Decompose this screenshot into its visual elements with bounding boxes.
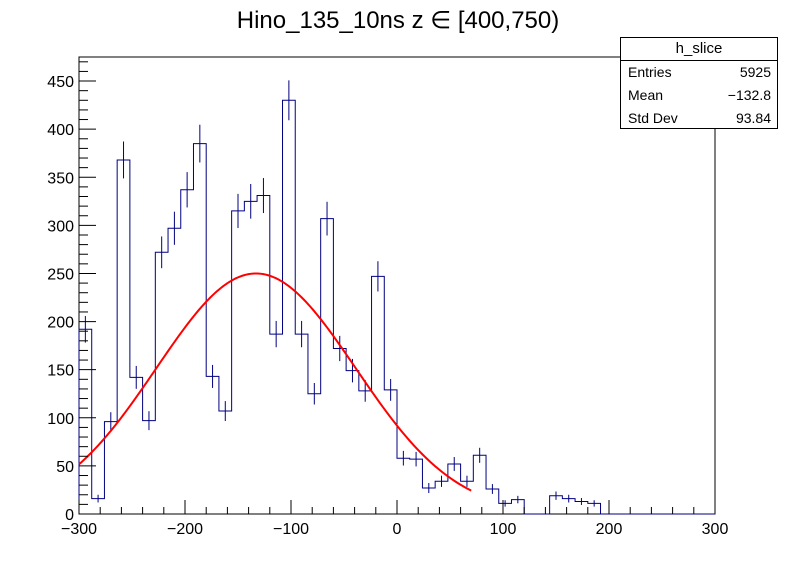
y-tick-label: 300 bbox=[47, 218, 74, 235]
y-tick-label: 0 bbox=[65, 507, 74, 524]
y-tick-label: 450 bbox=[47, 74, 74, 91]
y-tick-label: 50 bbox=[56, 459, 74, 476]
y-tick-label: 400 bbox=[47, 122, 74, 139]
x-tick-label: 300 bbox=[702, 521, 729, 538]
y-tick-label: 250 bbox=[47, 266, 74, 283]
x-tick-label: 100 bbox=[490, 521, 517, 538]
stats-box-name: h_slice bbox=[621, 38, 777, 61]
x-tick-label: 200 bbox=[596, 521, 623, 538]
stats-row-stddev: Std Dev 93.84 bbox=[621, 107, 777, 130]
stats-label: Std Dev bbox=[628, 110, 678, 126]
stats-row-mean: Mean −132.8 bbox=[621, 84, 777, 107]
y-tick-label: 150 bbox=[47, 363, 74, 380]
stats-value: 93.84 bbox=[735, 110, 771, 126]
stats-box: h_slice Entries 5925 Mean −132.8 Std Dev… bbox=[620, 37, 778, 129]
histogram-bins bbox=[78, 99, 715, 515]
chart-title: Hino_135_10ns z ∈ [400,750) bbox=[236, 7, 560, 34]
y-tick-label: 350 bbox=[47, 170, 74, 187]
stats-value: −132.8 bbox=[727, 87, 771, 103]
x-tick-label: −300 bbox=[61, 521, 97, 538]
gaussian-fit-curve bbox=[78, 272, 472, 492]
x-tick-label: 0 bbox=[393, 521, 402, 538]
stats-label: Entries bbox=[628, 64, 672, 80]
stats-label: Mean bbox=[628, 87, 664, 103]
y-tick-label: 100 bbox=[47, 411, 74, 428]
x-tick-label: −100 bbox=[273, 521, 309, 538]
x-tick-label: −200 bbox=[167, 521, 203, 538]
stats-row-entries: Entries 5925 bbox=[621, 61, 777, 84]
y-tick-label: 200 bbox=[47, 315, 74, 332]
stats-value: 5925 bbox=[739, 64, 771, 80]
